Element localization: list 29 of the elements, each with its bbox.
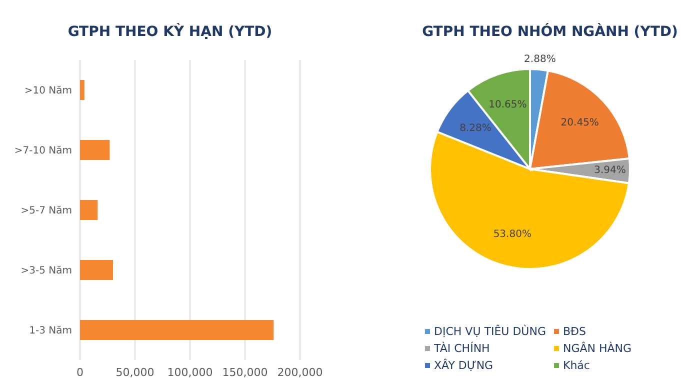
- bar: [80, 80, 84, 100]
- x-tick-label: 100,000: [167, 366, 213, 378]
- data-label: 10.65%: [488, 99, 527, 110]
- legend-label: Khác: [562, 359, 590, 372]
- bar: [80, 200, 98, 220]
- data-label: 53.80%: [493, 229, 532, 240]
- y-tick-label: >10 Năm: [24, 86, 72, 97]
- y-tick-label: 1-3 Năm: [29, 326, 72, 337]
- x-tick-label: 200,000: [277, 366, 323, 378]
- bar: [80, 140, 110, 160]
- y-tick-label: >5-7 Năm: [20, 206, 72, 217]
- legend-label: NGÂN HÀNG: [562, 342, 632, 355]
- y-tick-label: >3-5 Năm: [20, 266, 72, 277]
- chart-title: GTPH THEO NHÓM NGÀNH (YTD): [421, 24, 679, 42]
- x-tick-label: 50,000: [116, 366, 154, 378]
- data-label: 3.94%: [594, 165, 626, 176]
- legend-label: XÂY DỰNG: [434, 359, 494, 372]
- bar: [80, 320, 274, 340]
- x-tick-label: 0: [76, 366, 84, 378]
- legend-label: BĐS: [562, 325, 586, 338]
- legend-label: TÀI CHÍNH: [434, 342, 490, 355]
- data-label: 2.88%: [524, 54, 556, 65]
- y-tick-label: >7-10 Năm: [14, 146, 72, 157]
- bar: [80, 260, 113, 280]
- chart-title: GTPH THEO KỲ HẠN (YTD): [66, 24, 274, 42]
- data-label: 20.45%: [560, 117, 599, 128]
- legend-label: DỊCH VỤ TIÊU DÙNG: [434, 325, 546, 338]
- data-label: 8.28%: [460, 122, 492, 134]
- x-tick-label: 150,000: [222, 366, 268, 378]
